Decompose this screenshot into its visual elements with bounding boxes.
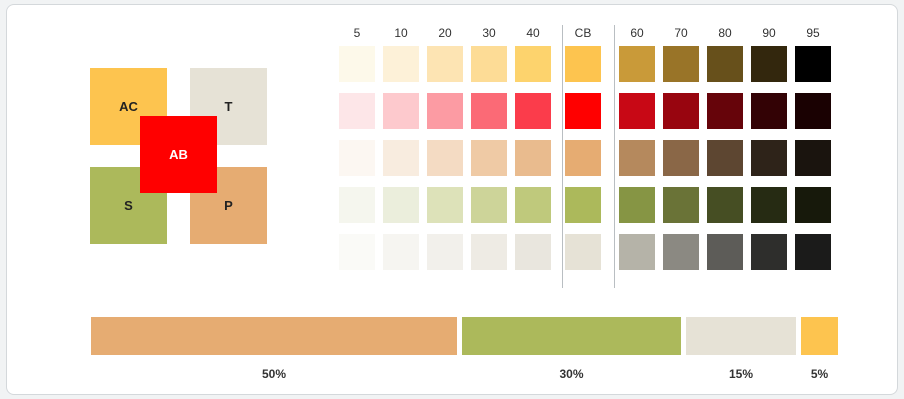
role-label-ab: AB [169, 147, 188, 162]
swatch-r2-95 [795, 93, 831, 129]
swatch-r4-5 [339, 187, 375, 223]
column-label-60: 60 [630, 26, 644, 40]
column-label-20: 20 [438, 26, 452, 40]
distribution-label-4: 5% [810, 367, 829, 381]
column-label-5: 5 [353, 26, 361, 40]
role-label-ac: AC [119, 99, 138, 114]
swatch-r5-80 [707, 234, 743, 270]
swatch-r3-60 [619, 140, 655, 176]
swatch-r1-70 [663, 46, 699, 82]
distribution-label-2: 30% [559, 367, 584, 381]
column-label-30: 30 [482, 26, 496, 40]
swatch-r2-30 [471, 93, 507, 129]
swatch-r1-40 [515, 46, 551, 82]
swatch-r5-60 [619, 234, 655, 270]
swatch-r1-30 [471, 46, 507, 82]
distribution-label-1: 50% [261, 367, 287, 381]
swatch-r1-60 [619, 46, 655, 82]
swatch-r3-90 [751, 140, 787, 176]
swatch-r1-95 [795, 46, 831, 82]
column-label-70: 70 [674, 26, 688, 40]
swatch-r5-5 [339, 234, 375, 270]
swatch-r5-cb [565, 234, 601, 270]
swatch-r2-5 [339, 93, 375, 129]
swatch-r1-90 [751, 46, 787, 82]
swatch-r3-5 [339, 140, 375, 176]
swatch-r1-cb [565, 46, 601, 82]
distribution-segment-3 [686, 317, 796, 355]
distribution-segment-2 [462, 317, 681, 355]
swatch-r3-20 [427, 140, 463, 176]
swatch-r2-20 [427, 93, 463, 129]
swatch-r5-40 [515, 234, 551, 270]
column-divider-2 [614, 25, 615, 288]
swatch-r3-10 [383, 140, 419, 176]
swatch-r2-80 [707, 93, 743, 129]
distribution-segment-4 [801, 317, 838, 355]
swatch-r2-60 [619, 93, 655, 129]
distribution-label-3: 15% [728, 367, 754, 381]
swatch-r2-40 [515, 93, 551, 129]
swatch-r1-20 [427, 46, 463, 82]
swatch-r3-95 [795, 140, 831, 176]
distribution-segment-1 [91, 317, 457, 355]
role-square-ac: AC [90, 68, 167, 145]
swatch-r4-cb [565, 187, 601, 223]
column-label-10: 10 [394, 26, 408, 40]
swatch-r5-90 [751, 234, 787, 270]
role-label-s: S [124, 198, 133, 213]
swatch-r4-10 [383, 187, 419, 223]
column-label-40: 40 [526, 26, 540, 40]
swatch-r4-80 [707, 187, 743, 223]
swatch-r5-10 [383, 234, 419, 270]
swatch-r4-95 [795, 187, 831, 223]
swatch-r4-30 [471, 187, 507, 223]
role-square-ab: AB [140, 116, 217, 193]
swatch-r3-70 [663, 140, 699, 176]
swatch-r5-95 [795, 234, 831, 270]
swatch-r4-40 [515, 187, 551, 223]
swatch-r5-20 [427, 234, 463, 270]
swatch-r3-30 [471, 140, 507, 176]
column-label-90: 90 [762, 26, 776, 40]
swatch-r3-80 [707, 140, 743, 176]
swatch-r5-70 [663, 234, 699, 270]
swatch-r1-5 [339, 46, 375, 82]
swatch-r2-90 [751, 93, 787, 129]
column-label-cb: CB [574, 26, 592, 40]
swatch-r1-80 [707, 46, 743, 82]
column-label-95: 95 [806, 26, 820, 40]
palette-card: AC T S P AB 5 10 20 30 40 CB 60 70 80 90 95 50% 30%… [6, 4, 898, 395]
swatch-r2-70 [663, 93, 699, 129]
swatch-r4-70 [663, 187, 699, 223]
role-label-t: T [224, 99, 233, 114]
swatch-r2-cb [565, 93, 601, 129]
swatch-r3-40 [515, 140, 551, 176]
swatch-r4-60 [619, 187, 655, 223]
column-label-80: 80 [718, 26, 732, 40]
swatch-r4-90 [751, 187, 787, 223]
swatch-r4-20 [427, 187, 463, 223]
role-label-p: P [224, 198, 233, 213]
swatch-r3-cb [565, 140, 601, 176]
swatch-r2-10 [383, 93, 419, 129]
swatch-r5-30 [471, 234, 507, 270]
swatch-r1-10 [383, 46, 419, 82]
column-divider-1 [562, 25, 563, 288]
